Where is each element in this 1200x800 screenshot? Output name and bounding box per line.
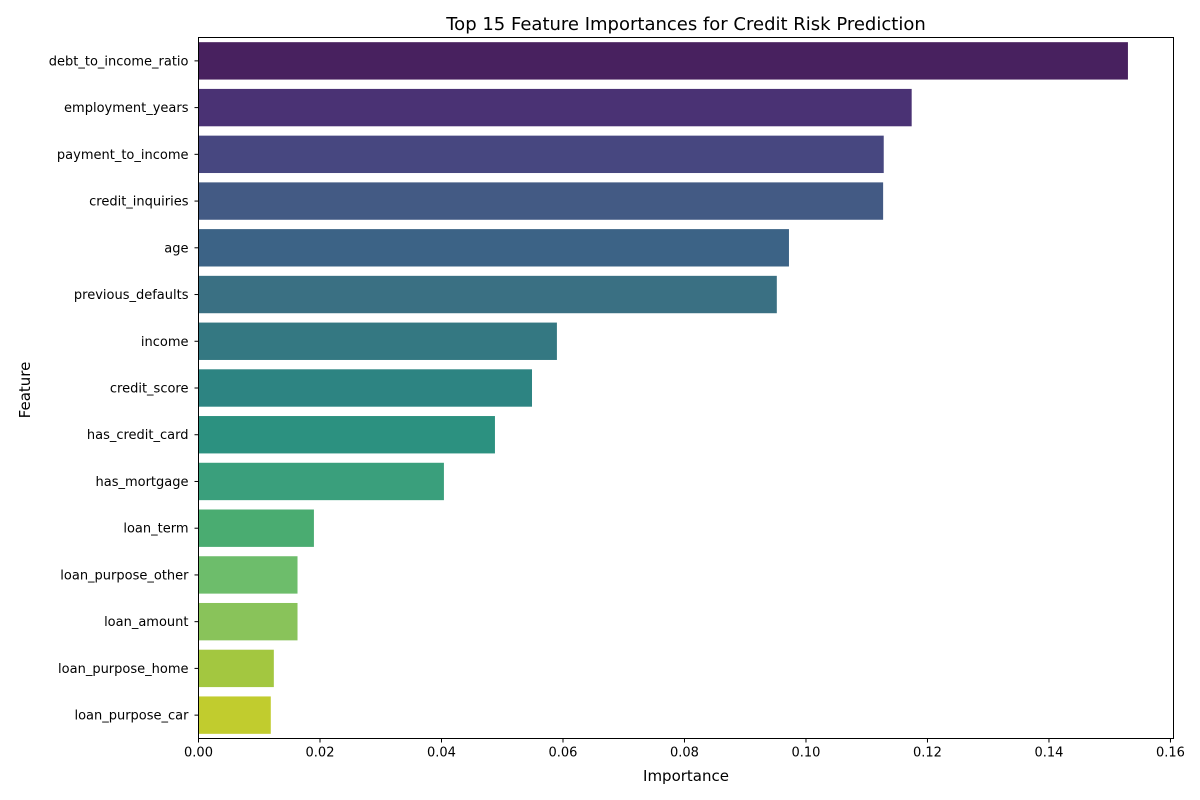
y-tick-label: credit_score — [110, 382, 189, 397]
x-tick-label: 0.06 — [549, 746, 578, 761]
x-tick-label: 0.00 — [184, 746, 213, 761]
bar-debt-to-income-ratio — [198, 42, 1128, 80]
bar-loan-purpose-car — [198, 696, 271, 734]
x-tick-label: 0.08 — [670, 746, 699, 761]
x-tick-label: 0.14 — [1034, 746, 1063, 761]
y-tick-label: has_credit_card — [87, 428, 189, 443]
bar-has-mortgage — [198, 462, 444, 501]
x-axis-label: Importance — [643, 767, 729, 785]
y-tick-label: age — [164, 241, 188, 256]
bar-loan-term — [198, 509, 314, 547]
bar-has-credit-card — [198, 416, 495, 454]
y-tick-label: payment_to_income — [57, 148, 189, 163]
y-tick-label: employment_years — [64, 101, 189, 116]
y-tick-label: loan_term — [123, 522, 188, 537]
chart-title: Top 15 Feature Importances for Credit Ri… — [445, 14, 926, 35]
y-tick-label: debt_to_income_ratio — [49, 54, 189, 69]
x-ticks-layer: 0.00 0.02 0.04 0.06 0.08 0.10 0.12 0.14 0.16 — [184, 738, 1185, 761]
x-tick-label: 0.04 — [427, 746, 456, 761]
bar-credit-score — [198, 369, 533, 407]
plot-frame — [198, 37, 1174, 739]
bars-layer — [198, 42, 1128, 734]
bar-loan-purpose-home — [198, 649, 274, 688]
bar-payment-to-income — [198, 135, 884, 174]
bar-age — [198, 229, 789, 267]
bar-loan-amount — [198, 602, 298, 641]
x-tick-label: 0.10 — [792, 746, 821, 761]
y-tick-label: has_mortgage — [95, 475, 188, 490]
bar-loan-purpose-other — [198, 556, 298, 594]
y-tick-label: income — [141, 335, 189, 350]
x-tick-label: 0.12 — [913, 746, 942, 761]
bar-credit-inquiries — [198, 182, 884, 220]
bar-previous-defaults — [198, 275, 777, 314]
y-tick-label: loan_purpose_car — [74, 709, 189, 724]
x-tick-label: 0.16 — [1156, 746, 1185, 761]
y-tick-label: loan_amount — [104, 615, 188, 630]
y-tick-label: loan_purpose_home — [58, 662, 188, 677]
y-axis-label: Feature — [16, 362, 34, 419]
x-tick-label: 0.02 — [306, 746, 335, 761]
y-ticks-layer: debt_to_income_ratio employment_yearspaym… — [49, 54, 199, 724]
y-tick-label: credit_inquiries — [89, 195, 189, 210]
bar-employment-years — [198, 88, 912, 127]
y-tick-label: previous_defaults — [74, 288, 189, 303]
bar-income — [198, 322, 557, 360]
y-tick-label: loan_purpose_other — [60, 568, 189, 583]
